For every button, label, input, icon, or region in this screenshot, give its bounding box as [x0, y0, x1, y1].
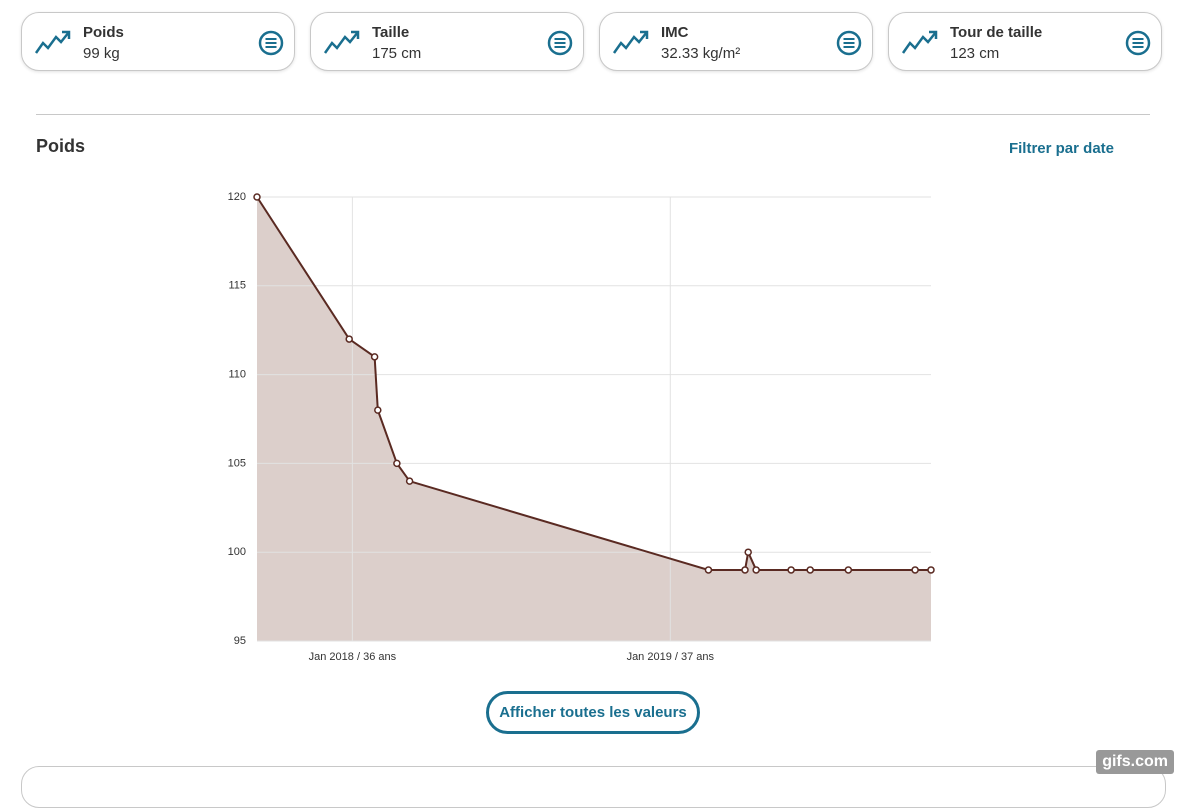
metric-card[interactable]: IMC 32.33 kg/m²	[599, 12, 873, 71]
point	[752, 566, 760, 574]
card-label: Taille	[372, 24, 410, 41]
card-label: IMC	[661, 24, 689, 41]
point	[806, 566, 814, 574]
point	[744, 548, 752, 556]
menu-icon[interactable]	[1125, 30, 1151, 56]
trend-icon	[323, 30, 360, 54]
point	[741, 566, 749, 574]
point	[393, 459, 401, 468]
next-card	[21, 766, 1166, 808]
area	[257, 197, 931, 641]
menu-icon[interactable]	[258, 30, 284, 56]
point	[370, 353, 379, 361]
show-all-button[interactable]: Afficher toutes les valeurs	[486, 691, 700, 734]
point	[345, 335, 353, 343]
trend-icon	[901, 30, 938, 54]
x-tick-label: Jan 2019 / 37 ans	[627, 651, 715, 663]
divider	[36, 114, 1150, 115]
point	[253, 193, 261, 201]
card-value: 123 cm	[950, 45, 1000, 62]
y-tick-label: 120	[228, 191, 246, 203]
point	[911, 566, 919, 574]
metric-card[interactable]: Taille 175 cm	[310, 12, 584, 71]
point	[405, 477, 414, 485]
menu-icon[interactable]	[547, 30, 573, 56]
card-value: 99 kg	[83, 45, 120, 62]
y-tick-label: 95	[234, 635, 246, 647]
y-tick-label: 110	[228, 369, 246, 381]
x-tick-label: Jan 2018 / 36 ans	[309, 651, 397, 663]
watermark: gifs.com	[1096, 750, 1174, 774]
y-tick-label: 105	[228, 457, 246, 469]
trend-icon	[612, 30, 649, 54]
point	[787, 566, 795, 574]
y-tick-label: 100	[228, 546, 246, 558]
filter-link[interactable]: Filtrer par date	[1008, 140, 1114, 157]
card-value: 175 cm	[372, 45, 422, 62]
page: Poids 99 kg Taille 175 cm IMC 32.33 kg/m² Tour…	[21, 12, 1174, 808]
metric-card[interactable]: Tour de taille 123 cm	[888, 12, 1162, 71]
trend-icon	[34, 30, 71, 54]
card-value: 32.33 kg/m²	[661, 45, 741, 62]
section-title: Poids	[36, 136, 86, 156]
y-tick-label: 115	[228, 280, 246, 292]
menu-icon[interactable]	[836, 30, 862, 56]
card-label: Poids	[83, 24, 124, 41]
point	[704, 566, 713, 574]
card-label: Tour de taille	[950, 24, 1043, 41]
point	[927, 566, 935, 574]
point	[374, 406, 382, 414]
point	[844, 566, 853, 574]
metric-card[interactable]: Poids 99 kg	[21, 12, 295, 71]
chart: 95 100 105 110 115 120 Jan 2018 / 36 ans Jan 20…	[228, 191, 935, 663]
